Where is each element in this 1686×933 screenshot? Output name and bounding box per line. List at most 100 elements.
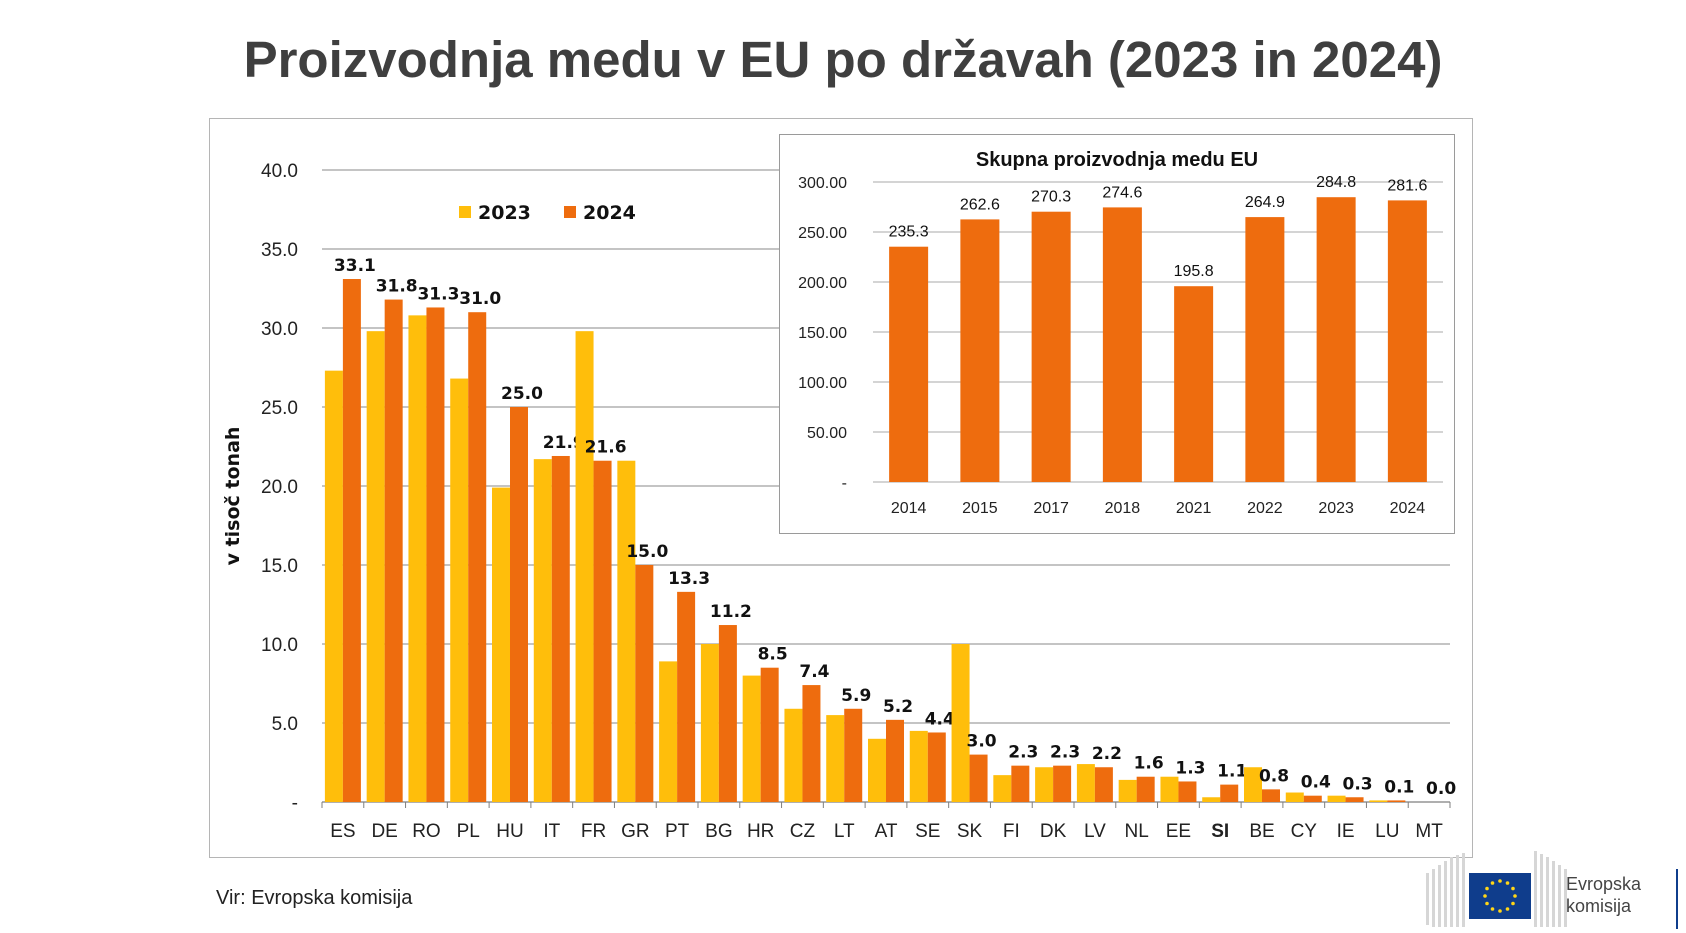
bar-2023 <box>366 331 385 802</box>
data-label-2024: 11.2 <box>710 602 752 622</box>
inset-bar <box>1174 286 1214 482</box>
bar-2024 <box>426 307 445 802</box>
bar-2024 <box>927 732 946 802</box>
bar-2024 <box>1053 765 1072 802</box>
legend-swatch-2023 <box>459 206 471 218</box>
data-label-2024: 15.0 <box>626 542 668 562</box>
bar-2024 <box>969 754 988 802</box>
x-tick-label: GR <box>621 821 650 842</box>
bar-2023 <box>1160 776 1179 802</box>
y-tick-label: - <box>292 793 298 814</box>
eu-star <box>1490 907 1495 911</box>
inset-x-tick-label: 2023 <box>1318 500 1354 517</box>
data-label-2024: 0.3 <box>1342 774 1372 794</box>
bar-2024 <box>468 312 487 802</box>
x-tick-label: ES <box>330 821 355 842</box>
y-tick-label: 40.0 <box>261 161 298 182</box>
inset-data-label: 281.6 <box>1387 177 1427 194</box>
eu-star <box>1513 894 1517 898</box>
data-label-2024: 8.5 <box>758 645 788 665</box>
bar-2024 <box>1220 784 1239 802</box>
bar-2024 <box>1387 800 1406 802</box>
bar-2023 <box>1035 767 1054 802</box>
inset-bar <box>960 219 1000 482</box>
y-tick-label: 35.0 <box>261 240 298 261</box>
inset-x-tick-label: 2024 <box>1390 500 1426 517</box>
inset-bar <box>1316 197 1356 482</box>
eu-star <box>1511 886 1515 891</box>
inset-data-label: 264.9 <box>1245 194 1285 211</box>
x-tick-label: RO <box>412 821 441 842</box>
data-label-2024: 5.9 <box>841 686 871 706</box>
inset-bar <box>1245 217 1285 482</box>
x-tick-label: LT <box>834 821 855 842</box>
inset-x-tick-label: 2014 <box>891 500 927 517</box>
bar-2023 <box>868 738 886 802</box>
data-label-2024: 2.3 <box>1050 743 1080 763</box>
bar-2024 <box>844 708 863 802</box>
eu-star <box>1483 894 1487 898</box>
x-tick-label: IE <box>1337 821 1355 842</box>
bar-2023 <box>408 315 427 802</box>
eu-star <box>1485 901 1489 906</box>
data-label-2024: 1.1 <box>1217 762 1247 782</box>
data-label-2024: 31.8 <box>376 277 418 297</box>
bar-2023 <box>742 675 761 802</box>
data-label-2024: 0.8 <box>1259 766 1289 786</box>
y-tick-label: 5.0 <box>272 714 298 735</box>
inset-data-label: 284.8 <box>1316 174 1356 191</box>
inset-y-tick-label: 50.00 <box>807 425 847 442</box>
x-tick-label: NL <box>1125 821 1149 842</box>
x-tick-label: DE <box>371 821 397 842</box>
inset-x-tick-label: 2022 <box>1247 500 1283 517</box>
inset-bar <box>1031 211 1071 482</box>
bar-2024 <box>760 667 779 802</box>
bar-2023 <box>575 331 594 802</box>
x-tick-label: SI <box>1211 821 1229 842</box>
x-tick-label: HU <box>496 821 523 842</box>
data-label-2024: 4.4 <box>925 709 955 729</box>
bar-2023 <box>617 460 636 802</box>
ec-logo-line2: komisija <box>1566 896 1632 916</box>
y-axis-label: v tisoč tonah <box>222 427 244 566</box>
x-tick-label: LU <box>1375 821 1399 842</box>
bar-2024 <box>1262 789 1280 802</box>
data-label-2024: 1.6 <box>1134 754 1164 774</box>
bar-2024 <box>342 279 361 802</box>
inset-y-tick-label: 150.00 <box>798 325 847 342</box>
x-tick-label: CY <box>1291 821 1318 842</box>
data-label-2024: 0.4 <box>1301 773 1331 793</box>
inset-y-tick-label: 100.00 <box>798 375 847 392</box>
data-label-2024: 13.3 <box>668 569 710 589</box>
x-tick-label: FR <box>581 821 606 842</box>
x-tick-label: CZ <box>790 821 816 842</box>
bar-2024 <box>551 455 570 802</box>
bar-2024 <box>718 625 737 802</box>
eu-star <box>1505 907 1510 911</box>
bar-2023 <box>1327 795 1346 802</box>
inset-y-tick-label: - <box>842 475 847 492</box>
bar-2023 <box>1118 779 1137 802</box>
ec-logo-text: Evropska komisija <box>1566 873 1641 917</box>
bar-2023 <box>492 487 510 802</box>
bar-2024 <box>1178 781 1197 802</box>
y-tick-label: 20.0 <box>261 477 298 498</box>
bar-2023 <box>784 708 803 802</box>
bar-2023 <box>700 644 719 802</box>
eu-star <box>1511 901 1515 906</box>
legend-label-2024: 2024 <box>583 202 636 224</box>
inset-y-tick-label: 200.00 <box>798 275 847 292</box>
x-tick-label: EE <box>1166 821 1191 842</box>
bar-2024 <box>1136 776 1155 802</box>
x-tick-label: BG <box>705 821 732 842</box>
x-tick-label: PL <box>457 821 480 842</box>
bar-2023 <box>1285 792 1304 802</box>
y-tick-label: 25.0 <box>261 398 298 419</box>
eu-star <box>1498 909 1502 913</box>
bar-2024 <box>384 299 403 802</box>
inset-bar <box>889 246 929 482</box>
bar-2024 <box>1094 767 1113 802</box>
data-label-2024: 0.1 <box>1384 777 1414 797</box>
inset-x-tick-label: 2021 <box>1176 500 1212 517</box>
